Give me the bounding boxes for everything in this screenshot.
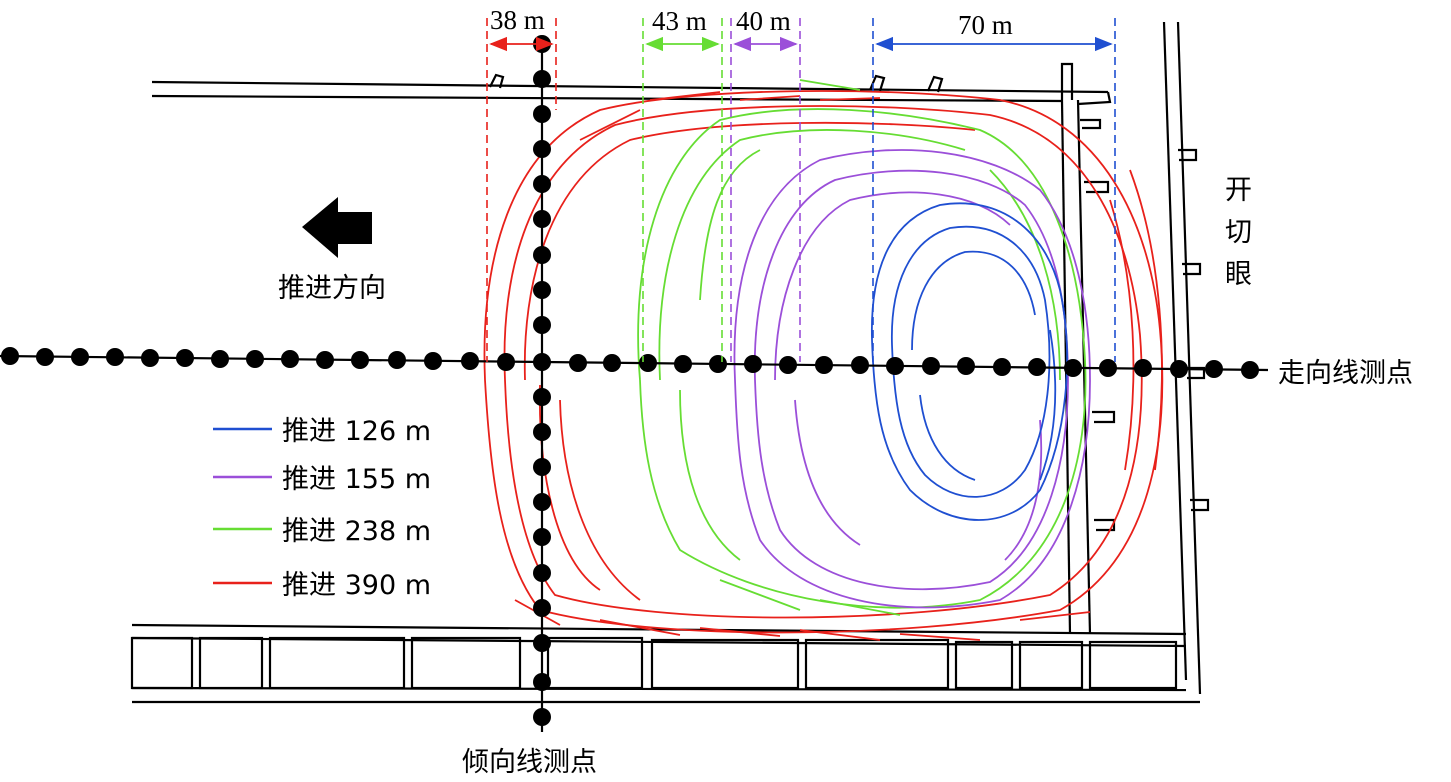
crack-contours-238m	[637, 79, 1087, 616]
crack-contours-155m	[733, 149, 1091, 609]
cut-hole-label-2: 切	[1225, 217, 1252, 248]
dip-line-measuring-points	[533, 35, 551, 732]
cut-hole-label-1: 开	[1225, 175, 1252, 206]
dimension-40m: 40 m	[736, 6, 791, 36]
advance-direction-arrow-icon	[302, 197, 372, 258]
dimension-70m: 70 m	[958, 10, 1013, 40]
strike-line-label: 走向线测点	[1278, 358, 1413, 389]
dimension-38m: 38 m	[490, 5, 545, 35]
crack-contours-126m	[871, 202, 1068, 521]
legend-item-238m: 推进 238 m	[282, 516, 431, 547]
strike-line-measuring-points	[0, 347, 1269, 379]
legend-item-155m: 推进 155 m	[282, 464, 431, 495]
advance-direction-label: 推进方向	[278, 273, 386, 304]
legend: 推进 126 m 推进 155 m 推进 238 m 推进 390 m	[213, 416, 431, 601]
legend-item-390m: 推进 390 m	[282, 570, 431, 601]
roadway-layout	[130, 21, 1210, 704]
dip-line-label: 倾向线测点	[462, 747, 597, 778]
cut-hole-label-3: 眼	[1225, 259, 1252, 290]
legend-item-126m: 推进 126 m	[282, 416, 431, 447]
dimension-43m: 43 m	[652, 6, 707, 36]
dimension-guides	[486, 18, 1116, 362]
